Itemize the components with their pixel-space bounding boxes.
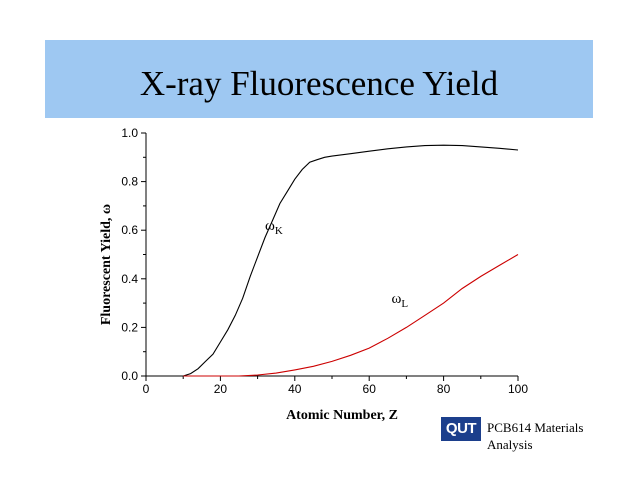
footer-subject: Analysis (487, 437, 533, 452)
x-tick-label: 0 (143, 382, 150, 396)
y-tick-label: 0.4 (121, 272, 138, 286)
series-label-0: ωK (265, 218, 283, 237)
series-label-1: ωL (392, 291, 409, 310)
series-line-1 (183, 254, 519, 377)
qut-logo: QUT (441, 417, 481, 441)
y-tick-label: 0.6 (121, 223, 138, 237)
y-tick-label: 0.0 (121, 369, 138, 383)
x-tick-label: 40 (288, 382, 302, 396)
x-tick-label: 60 (363, 382, 377, 396)
series-line-0 (183, 144, 519, 377)
x-tick-label: 20 (214, 382, 228, 396)
title-bar: X-ray Fluorescence Yield (45, 40, 593, 118)
y-tick-label: 0.8 (121, 175, 138, 189)
slide-title: X-ray Fluorescence Yield (139, 64, 499, 103)
y-axis-title: Fluorescent Yield, ω (99, 204, 114, 325)
x-axis-title: Atomic Number, Z (286, 408, 398, 423)
x-tick-label: 80 (437, 382, 451, 396)
footer-course: PCB614 Materials (487, 420, 584, 435)
y-tick-label: 0.2 (121, 320, 138, 334)
y-tick-label: 1.0 (121, 126, 138, 140)
x-tick-label: 100 (508, 382, 528, 396)
